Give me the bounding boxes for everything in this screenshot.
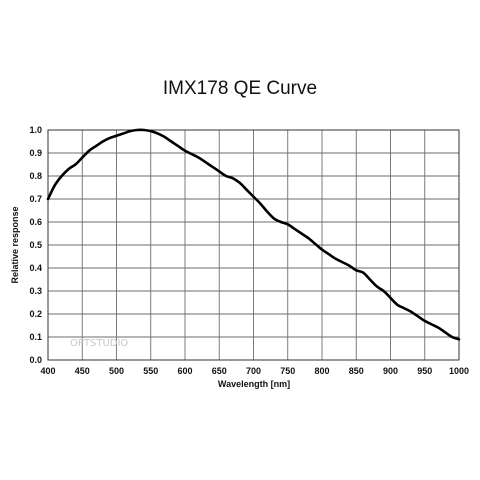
x-tick-label: 850 <box>349 366 364 376</box>
chart-title: IMX178 QE Curve <box>163 78 317 99</box>
y-tick-label: 0.8 <box>29 171 42 181</box>
grid <box>47 129 460 361</box>
y-axis-label: Relative response <box>10 206 20 283</box>
x-tick-label: 750 <box>280 366 295 376</box>
x-tick-label: 450 <box>75 366 90 376</box>
x-tick-label: 1000 <box>449 366 469 376</box>
y-tick-label: 0.0 <box>29 355 42 365</box>
x-tick-label: 550 <box>143 366 158 376</box>
y-tick-label: 0.1 <box>29 332 42 342</box>
y-tick-label: 0.5 <box>29 240 42 250</box>
x-tick-label: 600 <box>177 366 192 376</box>
y-tick-label: 0.4 <box>29 263 42 273</box>
y-tick-label: 0.7 <box>29 194 42 204</box>
qe-series-line <box>46 128 461 341</box>
x-tick-label: 500 <box>109 366 124 376</box>
y-tick-label: 0.3 <box>29 286 42 296</box>
watermark: OPTSTUDIO <box>70 338 128 349</box>
x-axis-label: Wavelength [nm] <box>218 379 290 389</box>
x-tick-label: 650 <box>212 366 227 376</box>
y-tick-label: 1.0 <box>29 125 42 135</box>
series-layer <box>46 128 461 341</box>
x-tick-label: 800 <box>314 366 329 376</box>
plot-frame <box>47 129 460 361</box>
x-tick-label: 900 <box>383 366 398 376</box>
x-tick-label: 700 <box>246 366 261 376</box>
x-tick-label: 400 <box>40 366 55 376</box>
x-tick-labels: 400 450 500 550 600 650 700 750 800 850 900 950 1000 <box>40 366 469 376</box>
y-tick-labels: 0.0 0.1 0.2 0.3 0.4 0.5 0.6 0.7 0.8 0.9 1.0 <box>29 125 42 365</box>
x-tick-label: 950 <box>417 366 432 376</box>
y-tick-label: 0.9 <box>29 148 42 158</box>
y-tick-label: 0.6 <box>29 217 42 227</box>
y-tick-label: 0.2 <box>29 309 42 319</box>
